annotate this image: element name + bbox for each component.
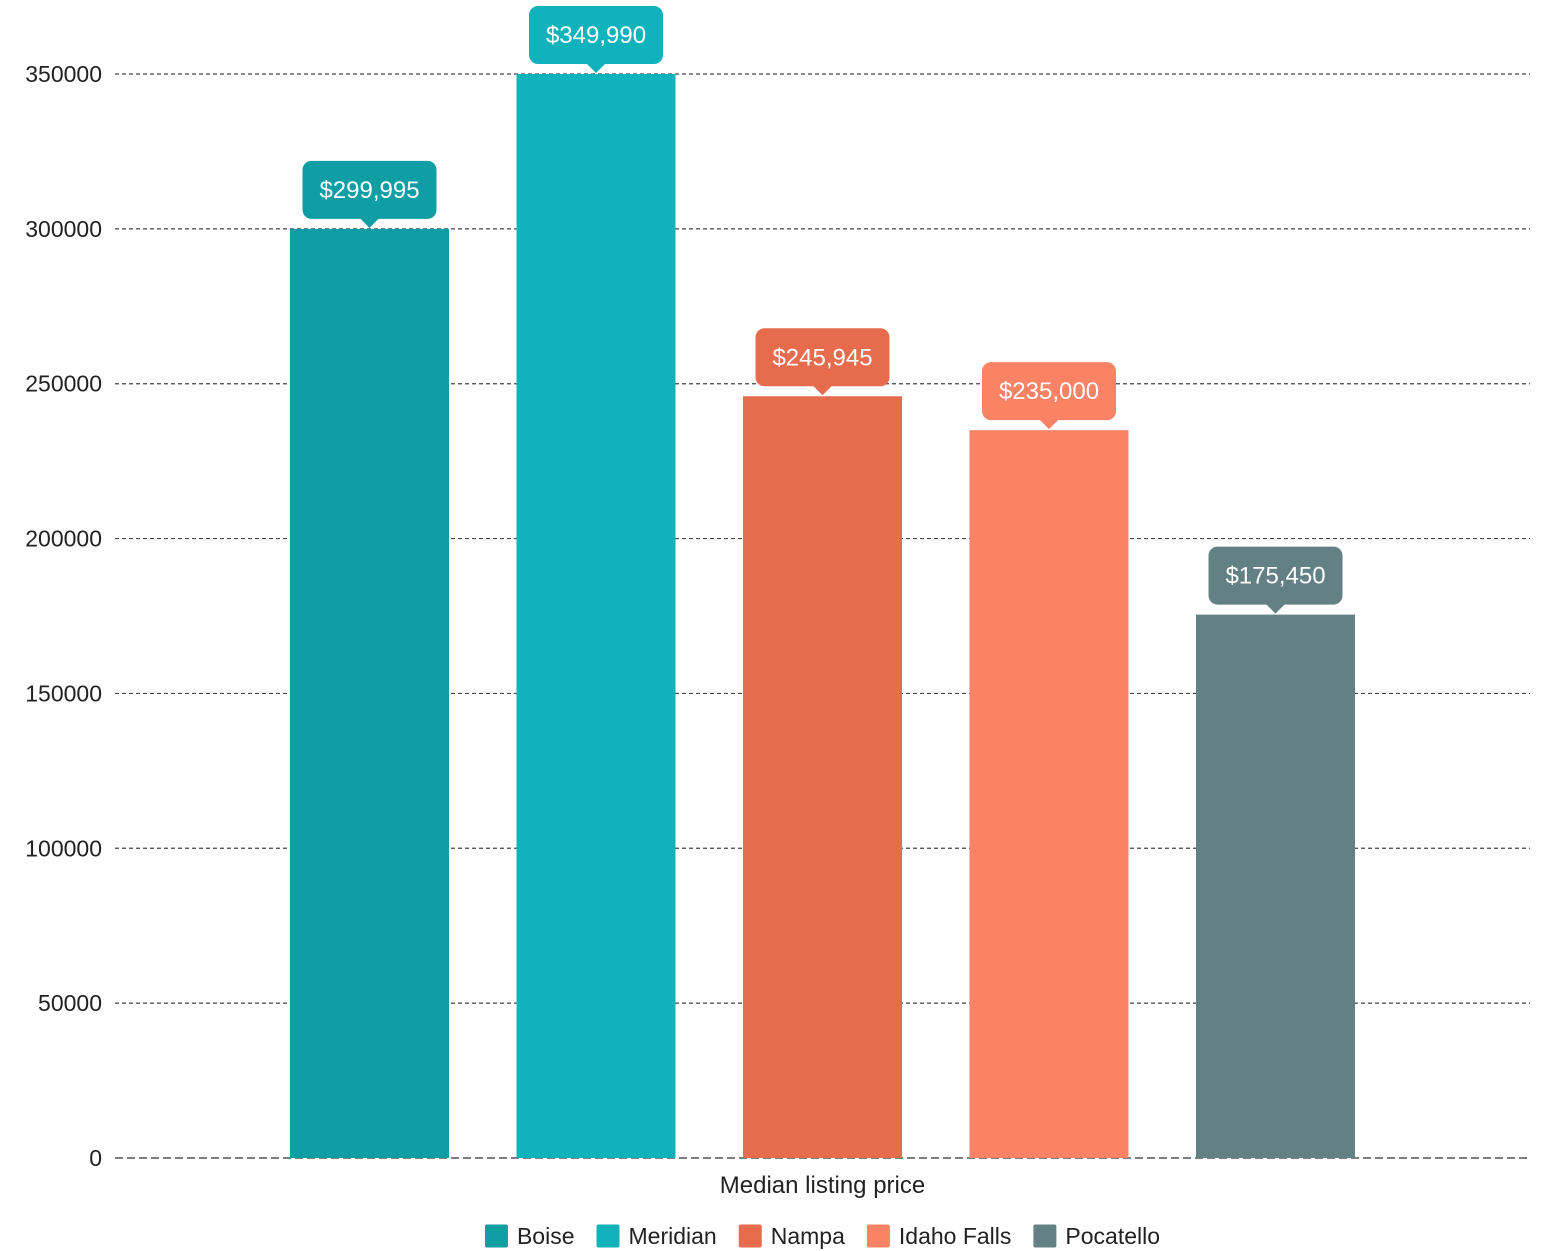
- y-tick-label: 50000: [38, 990, 102, 1016]
- legend-swatch: [1033, 1224, 1057, 1248]
- data-label-nampa: $245,945: [755, 328, 890, 396]
- legend-label: Boise: [517, 1223, 575, 1249]
- legend-label: Nampa: [771, 1223, 845, 1249]
- data-label-box: [302, 160, 437, 219]
- bar-pocatello: [1196, 614, 1355, 1158]
- data-label-pocatello: $175,450: [1208, 546, 1343, 614]
- legend: Boise Meridian Nampa Idaho Falls Pocatello: [484, 1223, 1160, 1249]
- legend-label: Meridian: [629, 1223, 717, 1249]
- legend-label: Idaho Falls: [899, 1223, 1012, 1249]
- data-label-text: $175,450: [1225, 563, 1325, 590]
- data-label-text: $349,990: [546, 22, 646, 49]
- data-label-box: [1208, 546, 1343, 605]
- bar-nampa: [743, 396, 902, 1158]
- legend-item-nampa[interactable]: Nampa: [738, 1223, 845, 1249]
- data-label-pointer: [1039, 419, 1059, 430]
- legend-swatch: [738, 1224, 762, 1248]
- legend-item-pocatello[interactable]: Pocatello: [1033, 1223, 1160, 1249]
- bar-boise: [290, 228, 449, 1159]
- y-tick-label: 350000: [25, 61, 102, 87]
- y-tick-label: 100000: [25, 835, 102, 861]
- data-label-idaho-falls: $235,000: [982, 362, 1116, 430]
- legend-label: Pocatello: [1065, 1223, 1160, 1249]
- y-axis: 0 50000 100000 150000 200000 250000 300000 3500…: [25, 61, 102, 1171]
- data-label-pointer: [359, 217, 380, 228]
- data-labels: $299,995 $349,990 $245,945 $235,000 $175,450: [302, 6, 1343, 614]
- legend-swatch: [484, 1224, 508, 1248]
- data-label-text: $235,000: [999, 378, 1099, 405]
- y-tick-label: 250000: [25, 371, 102, 397]
- data-label-text: $245,945: [772, 344, 872, 371]
- legend-item-meridian[interactable]: Meridian: [596, 1223, 717, 1249]
- legend-swatch: [866, 1224, 890, 1248]
- category-label: Median listing price: [720, 1172, 925, 1199]
- data-label-text: $299,995: [319, 177, 419, 204]
- y-tick-label: 150000: [25, 680, 102, 706]
- y-tick-label: 300000: [25, 216, 102, 242]
- legend-swatch: [596, 1224, 620, 1248]
- data-label-pointer: [1265, 603, 1286, 614]
- bars: [290, 74, 1355, 1159]
- bar-meridian: [516, 74, 676, 1158]
- data-label-boise: $299,995: [302, 160, 437, 228]
- y-tick-label: 0: [89, 1145, 102, 1171]
- legend-item-idaho-falls[interactable]: Idaho Falls: [866, 1223, 1012, 1249]
- data-label-box: [755, 328, 890, 387]
- data-label-pointer: [586, 63, 606, 74]
- data-label-pointer: [812, 385, 833, 396]
- y-tick-label: 200000: [25, 526, 102, 552]
- x-axis: Median listing price: [720, 1172, 925, 1199]
- data-label-box: [982, 362, 1116, 421]
- legend-item-boise[interactable]: Boise: [484, 1223, 575, 1249]
- data-label-meridian: $349,990: [529, 6, 663, 74]
- bar-idaho-falls: [969, 430, 1129, 1159]
- data-label-box: [529, 6, 663, 65]
